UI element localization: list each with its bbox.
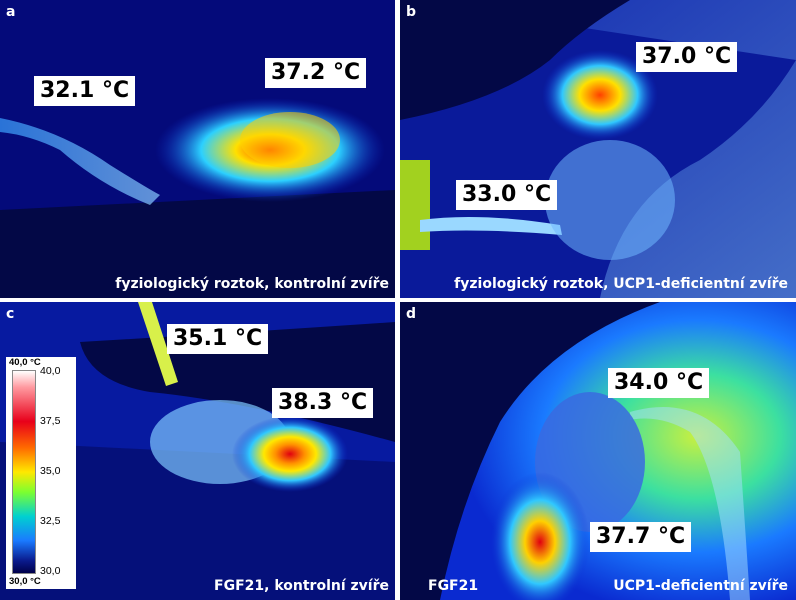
- temperature-label-head: 37.0 °C: [636, 42, 738, 72]
- scale-tick: 37,5: [40, 415, 61, 427]
- scale-gradient-bar: [12, 370, 36, 574]
- scale-tick: 40,0: [40, 365, 61, 377]
- panel-caption-left: FGF21: [428, 578, 479, 594]
- panel-a: a 32.1 °C 37.2 °C fyziologický roztok, k…: [0, 0, 395, 298]
- temperature-label-body: 37.2 °C: [265, 58, 367, 88]
- temperature-label-tail: 32.1 °C: [34, 76, 136, 106]
- scale-max-label: 40,0 °C: [9, 357, 41, 368]
- panel-caption: fyziologický roztok, UCP1-deficientní zv…: [454, 276, 788, 292]
- temperature-label-body: 38.3 °C: [272, 388, 374, 418]
- thermal-image-b: [400, 0, 796, 298]
- scale-min-label: 30,0 °C: [9, 576, 41, 587]
- temperature-label-bedding: 34.0 °C: [608, 368, 710, 398]
- panel-b: b 37.0 °C 33.0 °C fyziologický roztok, U…: [400, 0, 796, 298]
- temperature-color-scale: 40,0 °C 40,0 37,5 35,0 32,5 30,0 30,0 °C: [6, 357, 76, 589]
- thermal-image-a: [0, 0, 395, 298]
- temperature-label-body: 37.7 °C: [590, 522, 692, 552]
- scale-tick: 30,0: [40, 565, 61, 577]
- thermal-image-d: [400, 302, 796, 600]
- panel-caption: FGF21, kontrolní zvíře: [214, 578, 389, 594]
- scale-tick: 32,5: [40, 515, 61, 527]
- scale-tick: 35,0: [40, 465, 61, 477]
- temperature-label-tail: 33.0 °C: [456, 180, 558, 210]
- panel-label: d: [406, 306, 417, 322]
- panel-label: c: [6, 306, 15, 322]
- panel-label: a: [6, 4, 16, 20]
- panel-d: d 34.0 °C 37.7 °C FGF21 UCP1-deficientní…: [400, 302, 796, 600]
- panel-c: c 35.1 °C 38.3 °C 40,0 °C 40,0 37,5 35,0…: [0, 302, 395, 600]
- panel-caption: fyziologický roztok, kontrolní zvíře: [115, 276, 389, 292]
- panel-label: b: [406, 4, 417, 20]
- temperature-label-tail: 35.1 °C: [167, 324, 269, 354]
- panel-caption-right: UCP1-deficientní zvíře: [613, 578, 788, 594]
